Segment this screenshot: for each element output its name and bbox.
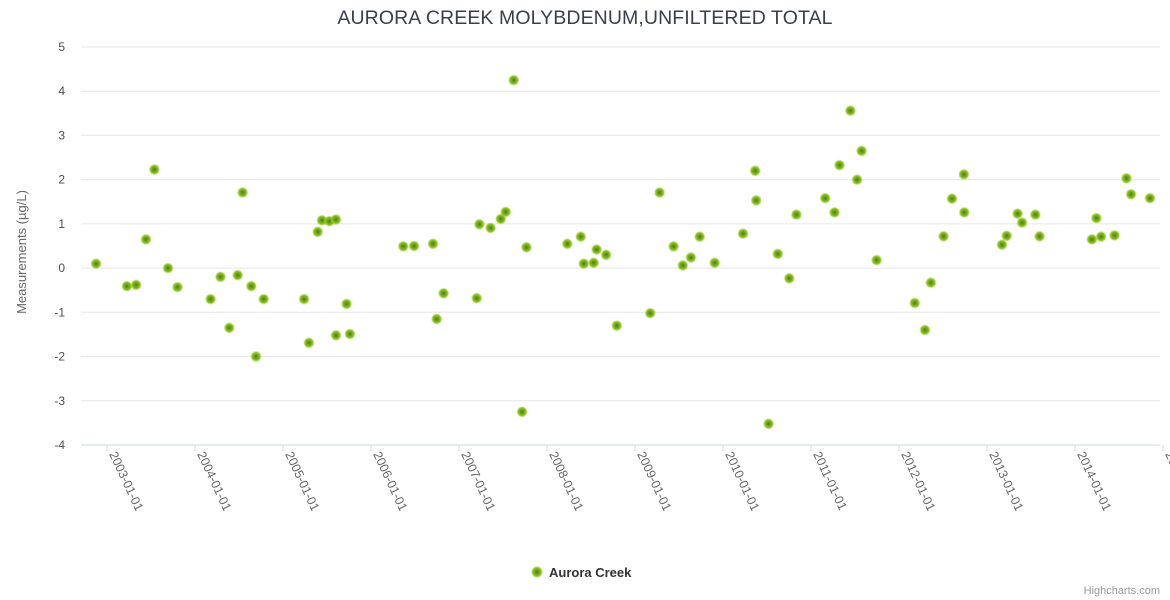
svg-text:2004-01-01: 2004-01-01 bbox=[194, 449, 234, 513]
svg-text:-3: -3 bbox=[54, 394, 65, 408]
svg-text:2011-01-01: 2011-01-01 bbox=[810, 449, 849, 512]
svg-text:2005-01-01: 2005-01-01 bbox=[282, 449, 322, 513]
svg-text:2010-01-01: 2010-01-01 bbox=[722, 449, 762, 513]
svg-text:1: 1 bbox=[58, 217, 65, 231]
svg-text:0: 0 bbox=[58, 261, 65, 275]
svg-text:2014-01-01: 2014-01-01 bbox=[1074, 449, 1114, 513]
svg-text:Aurora Creek: Aurora Creek bbox=[549, 565, 632, 580]
svg-text:-2: -2 bbox=[54, 350, 65, 364]
svg-text:2006-01-01: 2006-01-01 bbox=[370, 449, 410, 513]
svg-text:-4: -4 bbox=[54, 438, 65, 452]
svg-text:-1: -1 bbox=[54, 305, 65, 319]
svg-text:4: 4 bbox=[58, 84, 65, 98]
svg-text:2009-01-01: 2009-01-01 bbox=[634, 449, 674, 513]
svg-text:2015-01-01: 2015-01-01 bbox=[1162, 449, 1170, 513]
svg-text:2013-01-01: 2013-01-01 bbox=[986, 449, 1026, 513]
svg-text:2008-01-01: 2008-01-01 bbox=[546, 449, 586, 513]
svg-text:2003-01-01: 2003-01-01 bbox=[106, 449, 146, 513]
svg-text:5: 5 bbox=[58, 40, 65, 54]
svg-text:3: 3 bbox=[58, 128, 65, 142]
svg-text:2012-01-01: 2012-01-01 bbox=[898, 449, 938, 513]
svg-text:2: 2 bbox=[58, 173, 65, 187]
svg-text:2007-01-01: 2007-01-01 bbox=[458, 449, 498, 513]
